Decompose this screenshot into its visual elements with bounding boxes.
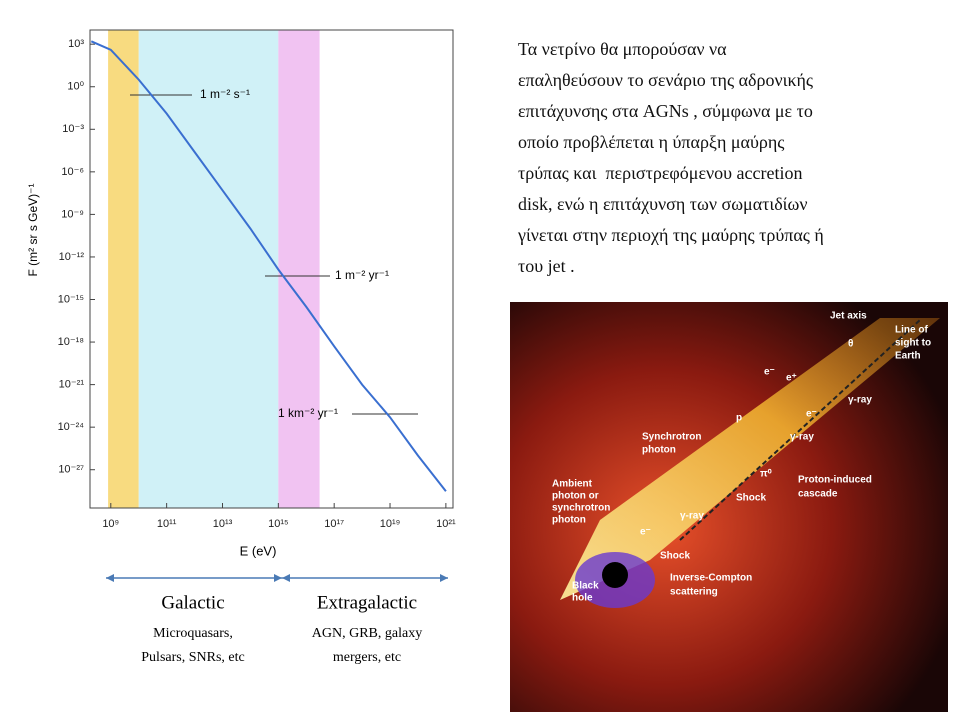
figure-label: Line of [895, 325, 928, 336]
x-tick-label: 10¹³ [213, 518, 233, 530]
figure-label: Shock [660, 551, 690, 562]
figure-label: γ-ray [848, 395, 872, 406]
y-tick-label: 10⁻¹⁵ [58, 293, 84, 305]
figure-label: synchrotron [552, 503, 610, 514]
text-line: επαληθεύσουν το σενάριο της αδρονικής [518, 70, 814, 90]
figure-label: cascade [798, 489, 838, 500]
text-line: τρύπας και περιστρεφόμενου accretion [518, 163, 803, 183]
figure-label: γ-ray [680, 511, 704, 522]
y-tick-label: 10³ [68, 38, 84, 50]
region-text: AGN, GRB, galaxy [312, 626, 422, 641]
energy-band [278, 30, 320, 508]
arrow-heads [106, 574, 448, 582]
plot-frame [89, 29, 454, 509]
x-tick-label: 10⁹ [102, 518, 119, 530]
figure-label: Earth [895, 351, 921, 362]
figure-label: γ-ray [790, 432, 814, 443]
region-text: Microquasars, [153, 626, 233, 641]
x-axis-title: E (eV) [240, 543, 277, 558]
y-tick-label: 10⁻⁹ [61, 208, 84, 220]
text-line: γίνεται στην περιοχή της μαύρης τρύπας ή [518, 225, 824, 245]
y-tick-label: 10⁻⁶ [61, 166, 84, 178]
y-tick-label: 10⁻²⁴ [58, 421, 85, 433]
paragraph: Τα νετρίνο θα μπορούσαν να επαληθεύσουν τ… [518, 34, 824, 282]
figure-label: sight to [895, 338, 931, 349]
figure-label: Inverse-Compton [670, 573, 752, 584]
text-line: οποίο προβλέπεται η ύπαρξη μαύρης [518, 132, 785, 152]
text-line: επιτάχυνσης στα AGNs , σύμφωνα με το [518, 101, 813, 121]
annotation: 1 km⁻² yr⁻¹ [278, 406, 338, 420]
region-text: mergers, etc [333, 650, 401, 665]
y-tick-label: 10⁰ [67, 81, 84, 93]
figure-label: Jet axis [830, 311, 867, 322]
black-hole [602, 562, 628, 588]
text-line: του jet . [518, 256, 575, 276]
y-tick-label: 10⁻³ [62, 123, 84, 135]
figure-label: hole [572, 593, 593, 604]
y-tick-label: 10⁻¹² [59, 251, 85, 263]
figure-label: θ [848, 339, 853, 350]
x-tick-label: 10¹¹ [157, 518, 177, 530]
figure-label: photon [552, 515, 586, 526]
figure-label: e⁻ [764, 367, 775, 378]
figure-label: e⁻ [640, 527, 651, 538]
energy-band [138, 30, 279, 508]
y-tick-label: 10⁻¹⁸ [58, 336, 84, 348]
text-line: disk, ενώ η επιτάχυνση των σωματιδίων [518, 194, 808, 214]
jet-axis [679, 319, 921, 541]
figure-label: e⁻ [806, 409, 817, 420]
y-tick-label: 10⁻²¹ [59, 379, 85, 391]
figure-label: photon [642, 445, 676, 456]
x-tick-label: 10²¹ [436, 518, 456, 530]
annotation: 1 m⁻² s⁻¹ [200, 87, 250, 101]
energy-band [108, 30, 139, 508]
figure-label: Black [572, 581, 599, 592]
y-axis-title: F (m² sr s GeV)⁻¹ [26, 184, 40, 277]
x-tick-label: 10¹⁵ [268, 518, 288, 530]
y-tick-label: 10⁻²⁷ [58, 464, 84, 476]
region-title: Galactic [161, 592, 224, 613]
figure-label: p [736, 413, 742, 424]
region-text: Pulsars, SNRs, etc [141, 650, 244, 665]
figure-label: Proton-induced [798, 475, 872, 486]
region-title: Extragalactic [317, 592, 417, 613]
flux-curve [90, 40, 447, 492]
figure-label: scattering [670, 587, 718, 598]
figure-label: Synchrotron [642, 432, 701, 443]
figure-label: e⁺ [786, 373, 797, 384]
figure-label: π⁰ [760, 469, 772, 480]
annotation: 1 m⁻² yr⁻¹ [335, 268, 389, 282]
figure-label: Ambient [552, 479, 593, 490]
x-tick-label: 10¹⁹ [380, 518, 401, 530]
figure-label: Shock [736, 493, 766, 504]
text-line: Τα νετρίνο θα μπορούσαν να [518, 39, 727, 59]
figure-label: photon or [552, 491, 599, 502]
x-tick-label: 10¹⁷ [324, 518, 344, 530]
